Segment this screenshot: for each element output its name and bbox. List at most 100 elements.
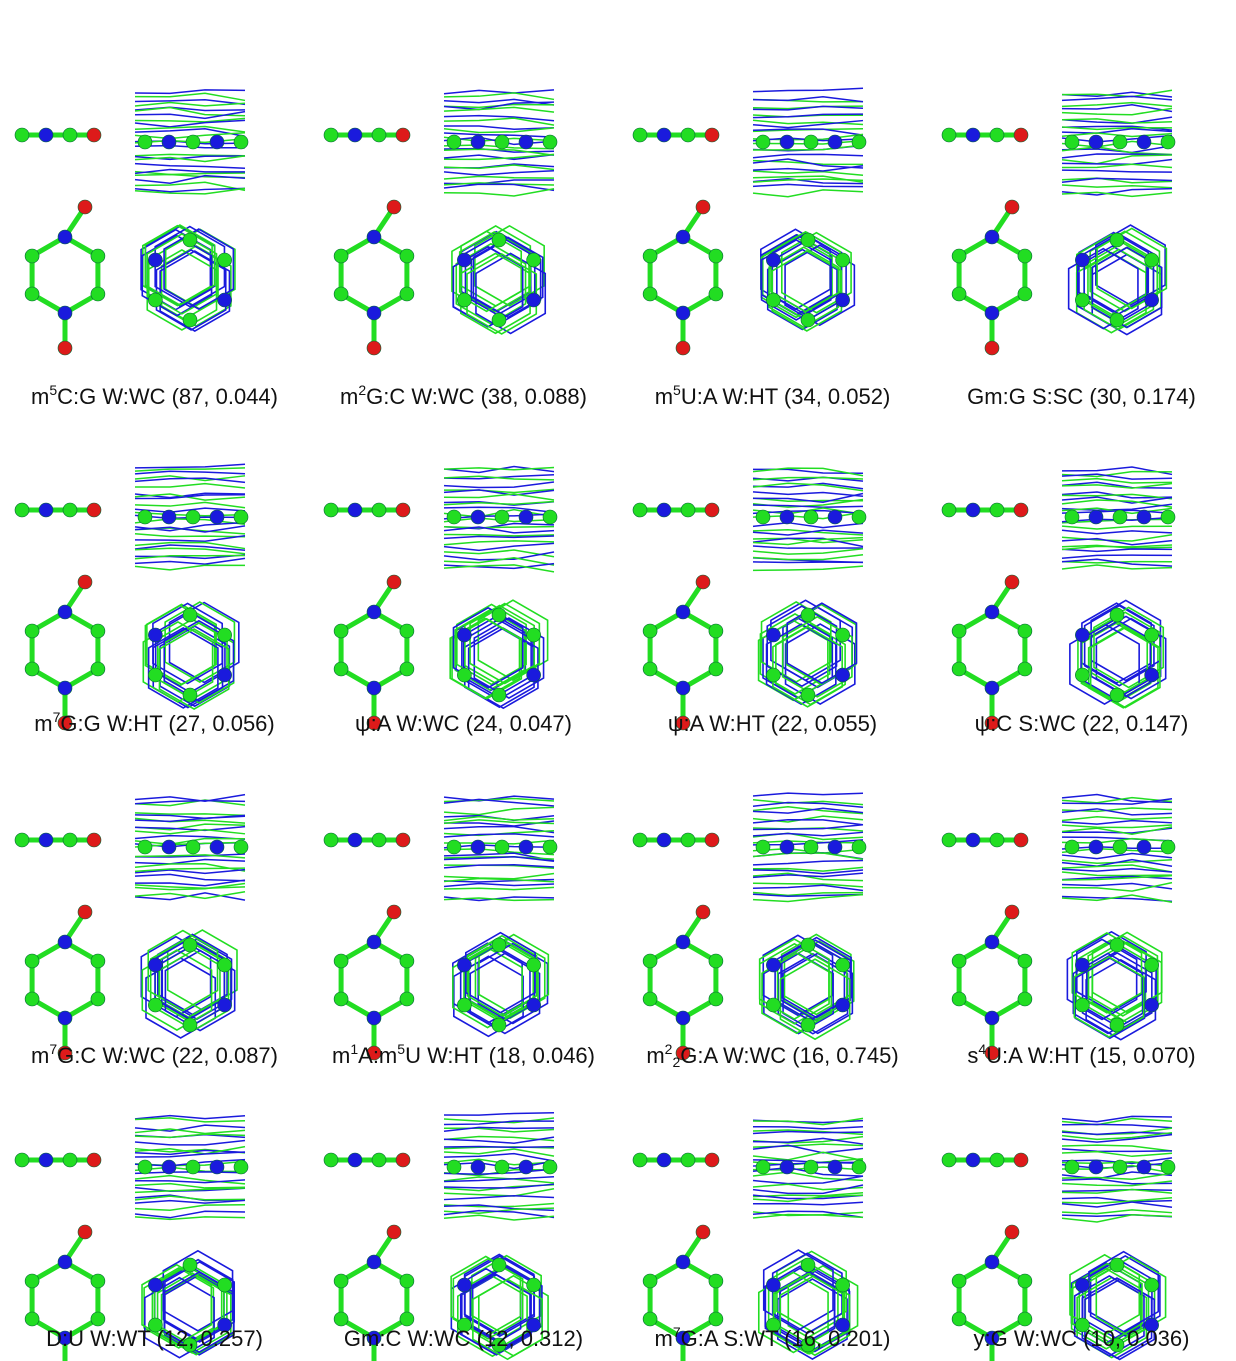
atom [766,293,780,307]
atom [1113,840,1127,854]
caption: m5U:A W:HT (34, 0.052) [618,384,927,410]
bundle-line [753,549,863,554]
atom [709,1274,723,1288]
atom [387,1225,401,1239]
ring-bond [650,612,716,688]
caption-part: Gm:G S:SC (30, 0.174) [967,384,1196,409]
atom [87,503,101,517]
atom [162,510,176,524]
atom [91,954,105,968]
bundle-line [753,1152,863,1160]
atom [801,1018,815,1032]
caption-part: s [967,1043,978,1068]
bundle-line [444,1196,554,1200]
bundle-line [1062,549,1172,551]
atom [148,628,162,642]
bundle-line [1062,192,1172,196]
bundle-line [135,565,245,570]
atom [183,938,197,952]
bundle-line [1062,854,1172,859]
atom [1005,1225,1019,1239]
ring-bond [32,237,98,313]
atom [1075,958,1089,972]
atom [58,341,72,355]
bundle-line [753,1127,863,1129]
atom [780,840,794,854]
bundle-line [1062,103,1172,107]
atom [1014,1153,1028,1167]
bundle-line [753,492,863,496]
atom [1137,510,1151,524]
caption-part: m [646,1043,664,1068]
atom [543,135,557,149]
atom [324,1153,338,1167]
bundle-line [753,159,863,168]
atom [1018,249,1032,263]
bundle-line [135,464,245,468]
atom [324,128,338,142]
atom [709,287,723,301]
atom [334,249,348,263]
caption-part: 5 [397,1041,405,1057]
atom [828,135,842,149]
atom [1018,992,1032,1006]
atom [705,503,719,517]
bundle-line [1062,185,1172,188]
atom [1089,1160,1103,1174]
atom [400,954,414,968]
atom [527,628,541,642]
atom [1065,510,1079,524]
caption-part: 5 [49,382,57,398]
panel-art [633,88,866,355]
caption: D:U W:WT (12, 0.257) [0,1326,309,1352]
atom [58,1255,72,1269]
bundle-line [1062,817,1172,821]
atom [495,1160,509,1174]
atom [372,833,386,847]
atom [138,510,152,524]
atom [400,249,414,263]
panel-art [324,796,557,1060]
atom [836,293,850,307]
atom [457,628,471,642]
atom [766,998,780,1012]
atom [138,1160,152,1174]
atom [396,503,410,517]
ring-bond [341,612,407,688]
panel-art [942,467,1175,730]
atom [1161,840,1175,854]
bundle-line [1062,821,1172,824]
atom [1145,293,1159,307]
atom [1005,905,1019,919]
caption-part: 7 [673,1324,681,1340]
atom [543,510,557,524]
atom [985,935,999,949]
atom [1089,510,1103,524]
atom [492,688,506,702]
atom [218,293,232,307]
atom [756,840,770,854]
atom [1065,840,1079,854]
bundle-line [753,154,863,157]
caption: m5C:G W:WC (87, 0.044) [0,384,309,410]
atom [952,287,966,301]
atom [39,833,53,847]
bundle-line [1062,1124,1172,1127]
caption: s4U:A W:HT (15, 0.070) [927,1043,1236,1069]
atom [836,628,850,642]
atom [186,510,200,524]
atom [25,1274,39,1288]
atom [527,1278,541,1292]
atom [527,998,541,1012]
bundle-line [135,1217,245,1219]
atom [367,935,381,949]
atom [87,833,101,847]
caption: ψ:C S:WC (22, 0.147) [927,711,1236,737]
atom [25,249,39,263]
atom [852,840,866,854]
atom [334,1312,348,1326]
bundle-line [753,184,863,186]
atom [676,306,690,320]
atom [1110,1258,1124,1272]
atom [696,200,710,214]
